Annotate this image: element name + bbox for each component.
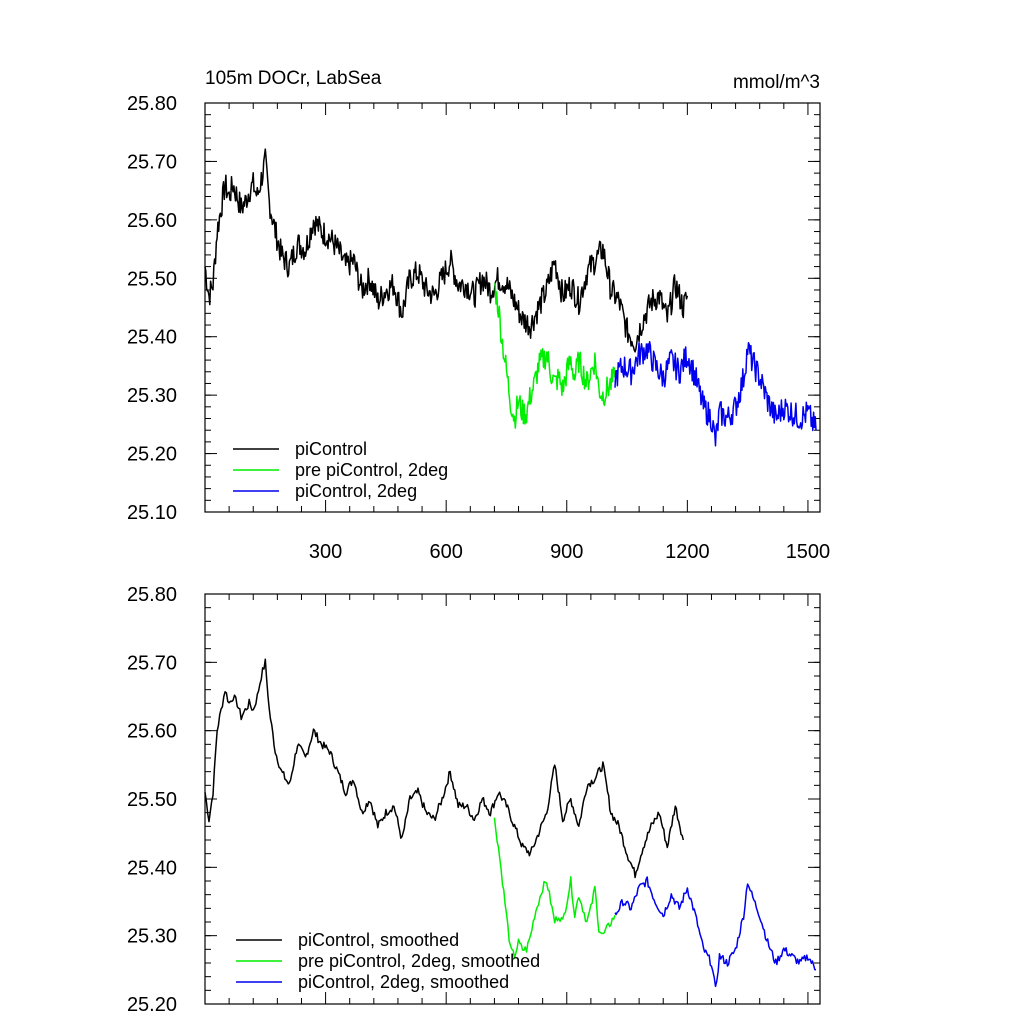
legend-label: pre piControl, 2deg, smoothed bbox=[298, 951, 540, 971]
series-line bbox=[204, 148, 689, 353]
bottom-plot-frame bbox=[204, 593, 821, 1005]
x-tick-label: 1200 bbox=[665, 541, 710, 563]
legend-label: piControl, 2deg bbox=[295, 481, 417, 501]
series-line bbox=[614, 340, 817, 447]
legend-label: pre piControl, 2deg bbox=[295, 460, 448, 480]
legend-label: piControl, 2deg, smoothed bbox=[298, 972, 509, 992]
y-tick-label: 25.60 bbox=[127, 721, 177, 743]
series-line bbox=[493, 282, 616, 429]
y-tick-label: 25.80 bbox=[127, 93, 177, 115]
legend-label: piControl bbox=[295, 439, 367, 459]
bottom-panel: 25.20 25.30 25.40 25.50 25.60 25.70 25.80 piCo… bbox=[127, 584, 821, 1016]
y-tick-label: 25.70 bbox=[127, 151, 177, 173]
series-line bbox=[493, 817, 616, 960]
top-plot-frame bbox=[204, 102, 821, 513]
top-series-lines bbox=[204, 148, 817, 447]
y-tick-label: 25.40 bbox=[127, 327, 177, 349]
y-tick-label: 25.30 bbox=[127, 926, 177, 948]
bottom-axis-ticks bbox=[205, 593, 820, 1005]
top-axis-ticks bbox=[205, 102, 820, 513]
x-tick-label: 1500 bbox=[786, 541, 831, 563]
x-tick-label: 600 bbox=[429, 541, 462, 563]
bottom-axis-labels: 25.20 25.30 25.40 25.50 25.60 25.70 25.80 bbox=[127, 584, 177, 1016]
top-axis-labels: 300 600 900 1200 1500 25.10 25.20 25.30 25.40 25.… bbox=[127, 93, 830, 563]
series-line bbox=[204, 658, 685, 879]
y-tick-label: 25.50 bbox=[127, 789, 177, 811]
y-tick-label: 25.70 bbox=[127, 652, 177, 674]
y-tick-label: 25.50 bbox=[127, 268, 177, 290]
y-tick-label: 25.20 bbox=[127, 444, 177, 466]
legend-label: piControl, smoothed bbox=[298, 930, 459, 950]
y-tick-label: 25.20 bbox=[127, 994, 177, 1016]
top-panel: 105m DOCr, LabSea mmol/m^3 300 600 900 1200… bbox=[127, 68, 830, 563]
bottom-series-lines bbox=[204, 658, 817, 988]
chart-title: 105m DOCr, LabSea bbox=[205, 68, 382, 89]
x-tick-label: 300 bbox=[309, 541, 342, 563]
y-tick-label: 25.40 bbox=[127, 857, 177, 879]
units-label: mmol/m^3 bbox=[733, 72, 820, 93]
y-tick-label: 25.80 bbox=[127, 584, 177, 606]
series-line bbox=[614, 876, 817, 988]
y-tick-label: 25.10 bbox=[127, 502, 177, 524]
y-tick-label: 25.30 bbox=[127, 385, 177, 407]
y-tick-label: 25.60 bbox=[127, 210, 177, 232]
x-tick-label: 900 bbox=[550, 541, 583, 563]
